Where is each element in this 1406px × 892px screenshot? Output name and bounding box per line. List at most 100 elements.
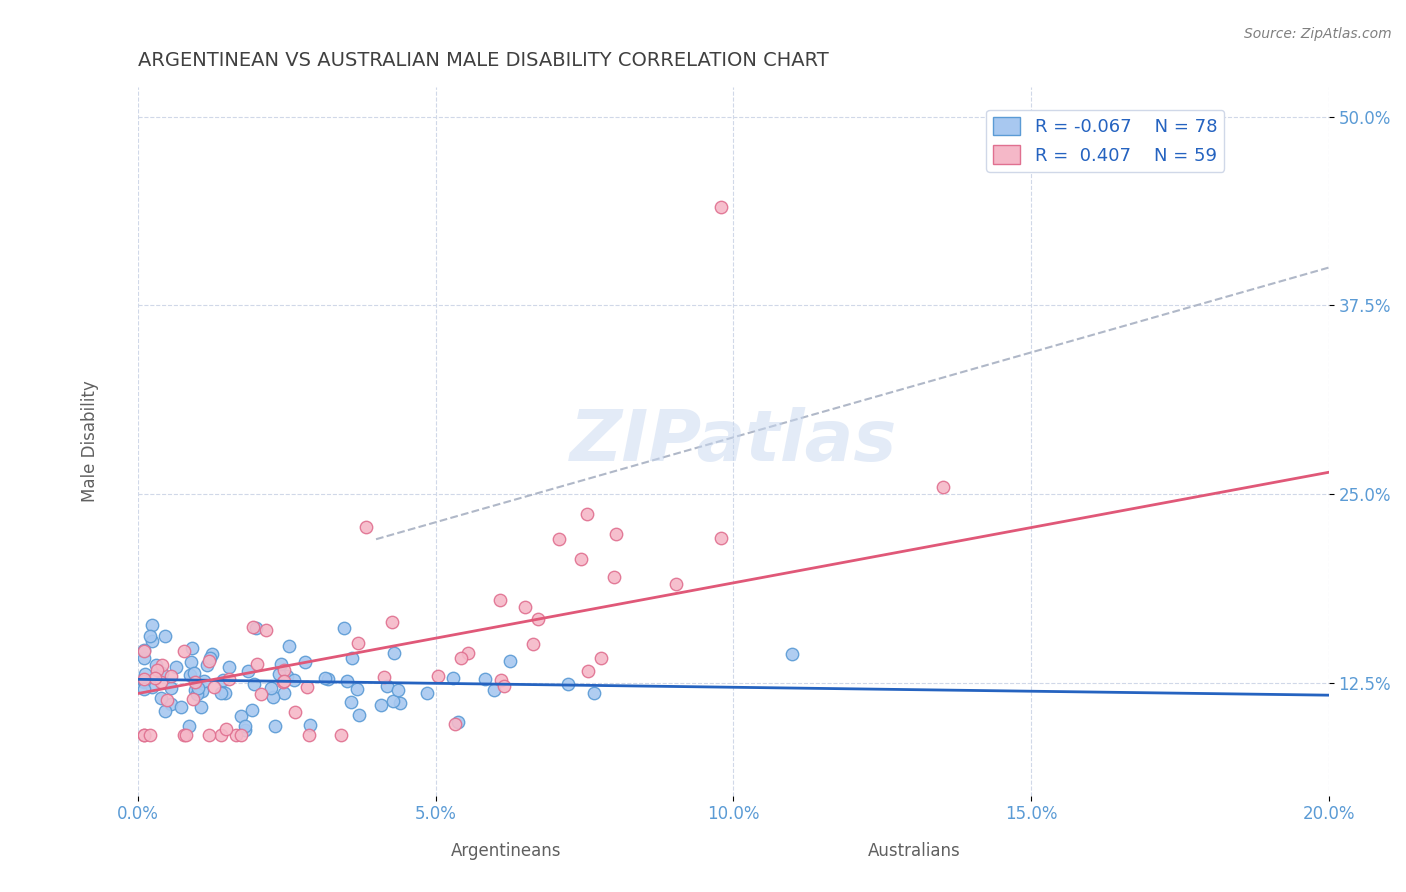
Point [187,681,209,695]
Point [447,715,470,730]
Point [332,621,354,635]
Point [132,643,155,657]
Point [236,665,259,679]
Point [347,707,370,722]
Point [273,673,295,688]
Point [145,657,167,672]
Point [603,570,626,584]
Point [132,643,155,657]
Point [450,651,472,665]
Point [416,686,439,700]
Point [193,673,215,688]
Point [605,527,627,541]
Text: ZIPatlas: ZIPatlas [569,407,897,475]
Point [276,668,298,682]
Point [576,507,599,521]
Point [457,646,479,660]
Text: Argentineans: Argentineans [451,842,561,860]
Point [665,576,688,591]
Point [141,617,163,632]
Point [183,665,205,680]
Point [515,600,537,615]
Point [197,654,219,668]
Point [150,658,173,673]
Point [225,728,247,742]
Point [499,655,522,669]
Point [139,728,162,742]
Point [141,634,163,648]
Point [160,681,183,695]
Point [284,705,307,719]
Point [710,200,733,214]
Point [254,624,277,638]
Point [330,728,353,742]
Point [336,673,359,688]
Point [153,704,176,718]
Point [211,673,233,687]
Point [441,671,464,685]
Point [150,675,173,690]
Point [583,686,606,700]
Point [197,658,219,673]
Point [260,681,283,695]
Point [381,615,404,629]
Point [139,628,162,642]
Point [381,694,404,708]
Point [245,621,267,635]
Point [557,677,579,691]
Text: Source: ZipAtlas.com: Source: ZipAtlas.com [1244,27,1392,41]
Point [932,480,955,494]
Point [165,660,187,674]
Point [354,520,377,534]
Point [569,552,592,566]
Point [710,531,733,545]
Point [190,699,212,714]
Point [132,728,155,742]
Text: Australians: Australians [868,842,960,860]
Point [146,663,169,677]
Point [283,673,305,688]
Point [474,672,496,686]
Point [488,593,510,607]
Point [215,722,238,736]
Point [492,679,515,693]
Point [347,635,370,649]
Point [141,680,163,694]
Point [134,666,156,681]
Point [184,674,207,689]
Point [491,673,513,688]
Point [218,672,240,686]
Point [134,682,156,697]
Point [273,663,295,677]
Point [156,693,179,707]
Point [132,651,155,665]
Point [339,695,361,709]
Point [202,681,225,695]
Point [159,698,181,712]
Point [576,664,599,678]
Text: ARGENTINEAN VS AUSTRALIAN MALE DISABILITY CORRELATION CHART: ARGENTINEAN VS AUSTRALIAN MALE DISABILIT… [138,51,828,70]
Point [155,629,177,643]
Point [170,699,193,714]
Point [186,687,208,701]
Point [522,636,544,650]
Point [209,685,232,699]
Point [243,676,266,690]
Point [201,647,224,661]
Point [246,657,269,671]
Point [250,687,273,701]
Point [589,651,612,665]
Point [214,686,236,700]
Point [180,655,202,669]
Point [198,651,221,665]
Point [382,646,405,660]
Point [132,728,155,742]
Point [184,683,207,698]
Point [373,670,395,684]
Point [218,659,240,673]
Point [482,682,505,697]
Point [316,672,339,686]
Point [242,620,264,634]
Point [389,696,412,710]
Point [314,671,336,685]
